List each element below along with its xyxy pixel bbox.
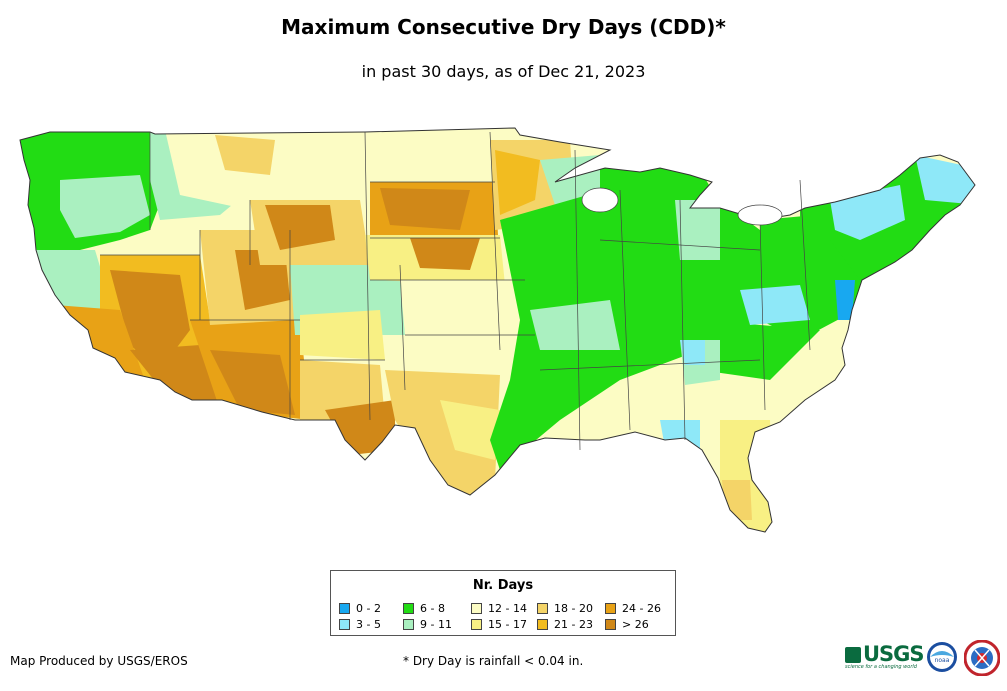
noaa-logo-text: noaa [935, 657, 950, 664]
legend-label: 12 - 14 [488, 602, 527, 615]
legend-swatch [605, 619, 616, 630]
legend-item-12-14: 12 - 14 [471, 602, 527, 615]
legend-swatch [537, 603, 548, 614]
region-delmarva [835, 280, 855, 320]
legend-item-9-11: 9 - 11 [403, 618, 452, 631]
legend-label: 21 - 23 [554, 618, 593, 631]
legend-swatch [605, 603, 616, 614]
legend-label: 18 - 20 [554, 602, 593, 615]
legend: Nr. Days 0 - 2 3 - 5 6 - 8 9 - 11 12 - 1… [330, 570, 676, 636]
region-north-dakota [365, 130, 495, 185]
legend-item-18-20: 18 - 20 [537, 602, 593, 615]
region-arizona-core [210, 350, 295, 415]
region-nor-cal [25, 250, 110, 325]
legend-swatch [339, 619, 350, 630]
us-outline [19, 127, 976, 533]
region-maine [915, 155, 975, 205]
legend-swatch [471, 619, 482, 630]
region-wa-or-interior [60, 175, 150, 238]
legend-swatch [537, 619, 548, 630]
region-mn-core [495, 150, 540, 215]
legend-label: 24 - 26 [622, 602, 661, 615]
region-so-cal-desert [130, 345, 220, 410]
legend-title: Nr. Days [472, 578, 534, 593]
usgs-wave-icon [845, 647, 861, 663]
legend-item-3-5: 3 - 5 [339, 618, 381, 631]
legend-swatch [403, 603, 414, 614]
legend-label: 3 - 5 [356, 618, 381, 631]
region-wyoming-core [265, 205, 335, 250]
legend-label: 9 - 11 [420, 618, 452, 631]
cdd-map [19, 127, 976, 533]
nws-logo [964, 640, 1000, 676]
lake-erie [737, 204, 783, 226]
legend-item-6-8: 6 - 8 [403, 602, 445, 615]
legend-item-24-26: 24 - 26 [605, 602, 661, 615]
legend-swatch [471, 603, 482, 614]
region-kansas [400, 280, 525, 335]
region-texas [385, 370, 500, 500]
legend-item-gt-26: > 26 [605, 618, 649, 631]
state-borders [100, 131, 811, 451]
map-title: Maximum Consecutive Dry Days (CDD)* [281, 15, 726, 39]
region-michigan-lower [675, 200, 720, 260]
region-carolinas [700, 320, 820, 380]
region-ga-fl-border [660, 420, 700, 450]
region-sd-core [380, 188, 470, 230]
usgs-logo-text: USGS [863, 642, 925, 666]
legend-label: 0 - 2 [356, 602, 381, 615]
region-ne-core [410, 238, 480, 270]
region-texas-central [440, 400, 500, 460]
noaa-logo: noaa [927, 642, 957, 672]
region-missouri-strip [530, 300, 620, 350]
usgs-tagline: science for a changing world [845, 664, 917, 670]
dry-day-footnote: * Dry Day is rainfall < 0.04 in. [403, 654, 584, 668]
lake-michigan [581, 187, 619, 213]
region-tn-blue [680, 340, 705, 365]
legend-label: 6 - 8 [420, 602, 445, 615]
legend-swatch [339, 603, 350, 614]
legend-label: > 26 [622, 618, 649, 631]
legend-label: 15 - 17 [488, 618, 527, 631]
legend-item-15-17: 15 - 17 [471, 618, 527, 631]
region-virginia-blue [740, 285, 810, 325]
region-nm-north [300, 310, 385, 360]
legend-item-0-2: 0 - 2 [339, 602, 381, 615]
usgs-logo: USGS [845, 642, 925, 666]
legend-item-21-23: 21 - 23 [537, 618, 593, 631]
region-montana-west [215, 135, 275, 175]
legend-swatch [403, 619, 414, 630]
map-credit: Map Produced by USGS/EROS [10, 654, 188, 668]
map-subtitle: in past 30 days, as of Dec 21, 2023 [361, 62, 646, 81]
